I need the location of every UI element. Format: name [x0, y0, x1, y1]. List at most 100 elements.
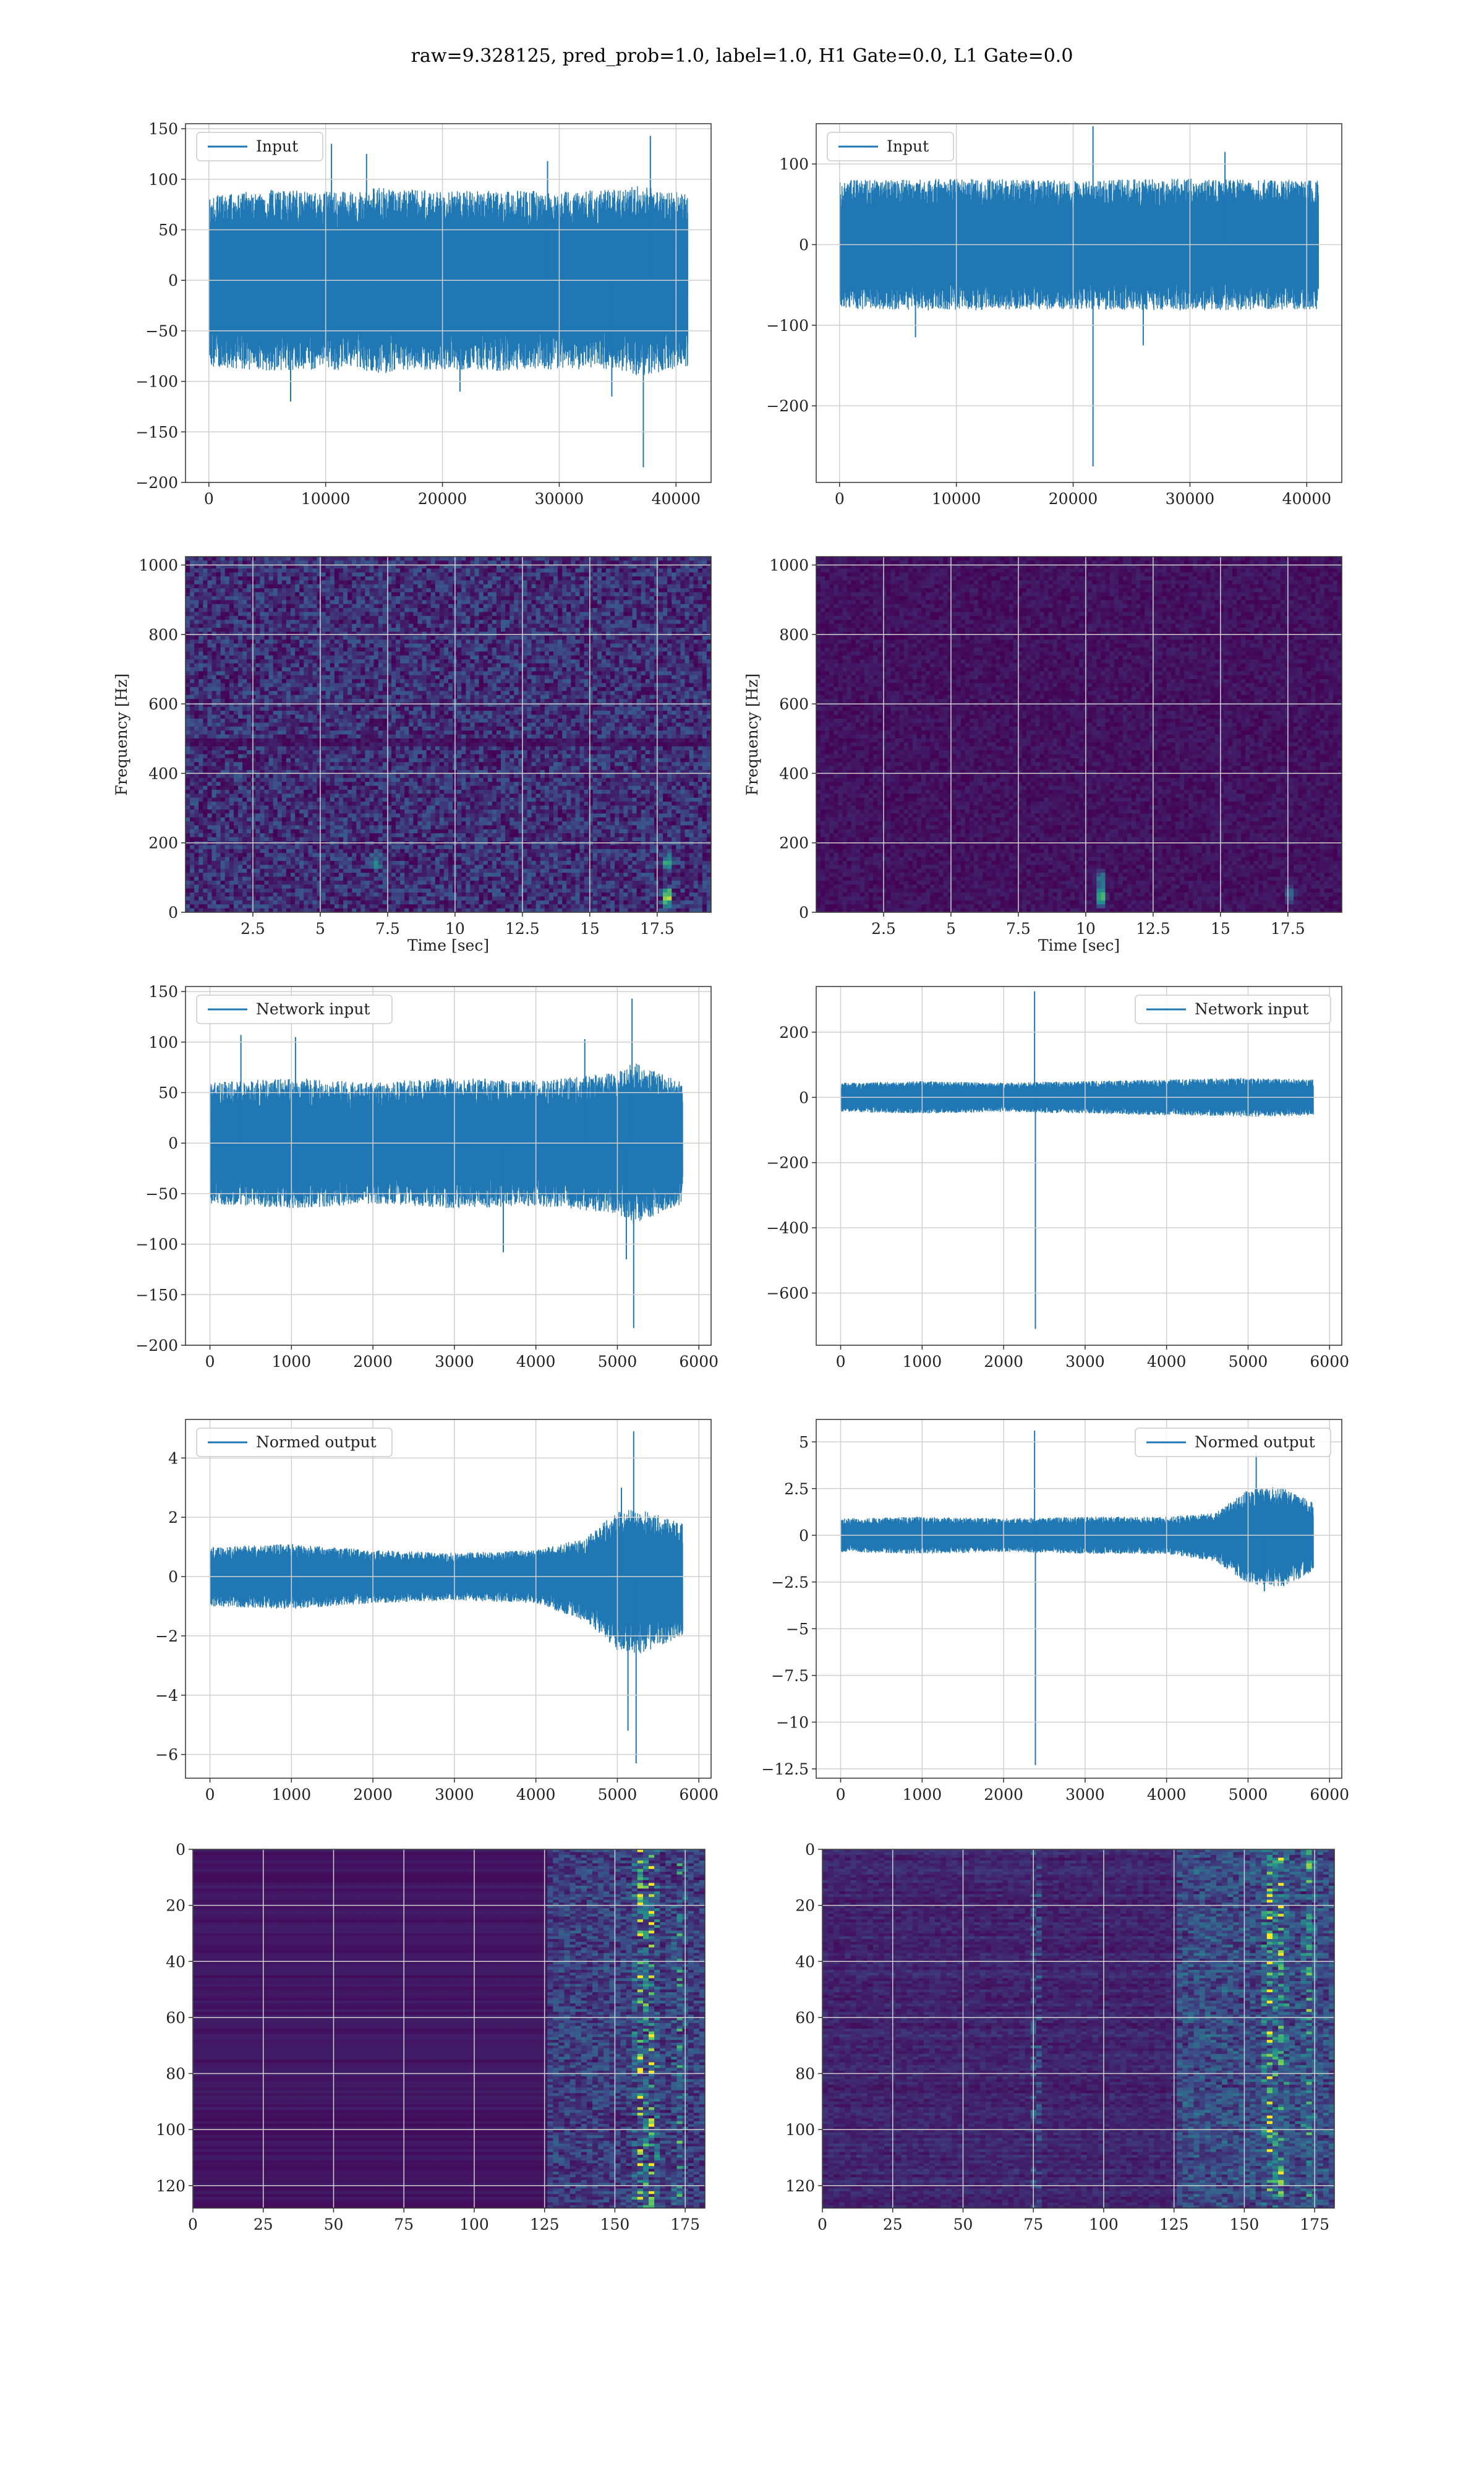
chart-panel-left-row5: 0 25 50 75 100 125 150 175 0 20 40 60 80 100 120 — [156, 1841, 706, 2233]
axes-frame — [816, 1419, 1342, 1779]
x-tick-label: 0 — [817, 2215, 827, 2233]
x-tick-label: 6000 — [679, 1353, 719, 1371]
y-tick-label: 4 — [168, 1449, 178, 1467]
tick-labels: 0 25 50 75 100 125 150 175 0 20 40 60 80 100 120 — [785, 1841, 1329, 2233]
x-tick-label: 40000 — [652, 490, 701, 508]
legend: Input — [827, 132, 954, 161]
legend-box — [196, 995, 393, 1024]
tick-labels: 2.5 5 7.5 10 12.5 15 17.5 0 200 400 600 800 1000 — [139, 556, 674, 938]
x-tick-label: 150 — [600, 2215, 630, 2233]
x-tick-label: 5000 — [598, 1786, 638, 1804]
x-tick-label: 3000 — [1065, 1786, 1105, 1804]
y-tick-label: 0 — [176, 1841, 186, 1859]
x-tick-label: 75 — [394, 2215, 414, 2233]
legend-label: Input — [256, 137, 298, 155]
y-tick-label: −600 — [766, 1285, 809, 1303]
y-tick-label: 0 — [799, 904, 809, 922]
legend-label: Network input — [1195, 1000, 1308, 1018]
y-tick-label: 100 — [148, 171, 178, 189]
y-tick-label: 50 — [158, 1084, 178, 1102]
plot-area — [840, 1431, 1314, 1765]
legend: Input — [196, 132, 323, 161]
heatmap-cells — [816, 557, 1342, 912]
y-tick-label: −5 — [786, 1620, 809, 1638]
plot-area — [193, 1849, 705, 2208]
axes-frame — [816, 123, 1342, 483]
x-tick-label: 4000 — [1147, 1786, 1187, 1804]
x-tick-label: 25 — [254, 2215, 273, 2233]
gridlines — [816, 1419, 1342, 1778]
y-tick-label: 0 — [168, 1134, 178, 1152]
plot-area — [822, 1849, 1334, 2208]
legend: Normed output — [196, 1427, 393, 1457]
legend-label: Normed output — [256, 1433, 377, 1451]
legend-label: Normed output — [1195, 1433, 1315, 1451]
chart-panel-right-row2: 2.5 5 7.5 10 12.5 15 17.5 0 200 400 600 800 1000 Time… — [743, 556, 1342, 954]
x-tick-label: 10000 — [932, 490, 981, 508]
axes-frame — [185, 123, 712, 483]
x-axis-label: Time [sec] — [407, 936, 489, 954]
y-tick-label: −10 — [776, 1713, 809, 1731]
x-tick-label: 2.5 — [241, 920, 265, 938]
chart-panel-left-row3: 0 1000 2000 3000 4000 5000 6000−200−150−100−50… — [135, 983, 719, 1371]
x-tick-label: 125 — [1159, 2215, 1189, 2233]
x-tick-label: 75 — [1023, 2215, 1043, 2233]
y-tick-label: 200 — [779, 1024, 809, 1042]
chart-panel-right-row5: 0 25 50 75 100 125 150 175 0 20 40 60 80 100 120 — [785, 1841, 1335, 2233]
y-tick-label: 0 — [168, 1568, 178, 1586]
y-tick-label: −4 — [155, 1687, 178, 1705]
tick-labels: 0 1000 2000 3000 4000 5000 6000 −12.5 −10 −7.5 −5 −… — [761, 1433, 1349, 1804]
x-tick-label: 15 — [1211, 920, 1230, 938]
plot-area — [816, 557, 1342, 912]
x-tick-label: 10 — [445, 920, 465, 938]
x-tick-label: 175 — [670, 2215, 700, 2233]
y-tick-label: 120 — [156, 2177, 186, 2195]
y-tick-label: 20 — [795, 1897, 815, 1915]
figure-suptitle: raw=9.328125, pred_prob=1.0, label=1.0, … — [411, 45, 1073, 67]
x-tick-label: 4000 — [516, 1353, 556, 1371]
y-tick-label: 100 — [779, 155, 809, 173]
series-line — [209, 1510, 683, 1654]
x-tick-label: 17.5 — [640, 920, 675, 938]
y-tick-label: 600 — [779, 695, 809, 713]
x-tick-label: 3000 — [435, 1786, 474, 1804]
y-tick-label: 400 — [779, 764, 809, 782]
legend-box — [1135, 995, 1331, 1024]
x-tick-label: 40000 — [1282, 490, 1332, 508]
x-tick-label: 5 — [946, 920, 956, 938]
y-tick-label: 0 — [168, 272, 178, 289]
x-tick-label: 0 — [188, 2215, 198, 2233]
plot-area — [839, 126, 1320, 466]
plot-area — [209, 1431, 683, 1764]
y-tick-label: −200 — [135, 474, 178, 492]
axes-frame — [185, 986, 712, 1346]
x-tick-label: 5 — [315, 920, 325, 938]
y-tick-label: 80 — [795, 2065, 815, 2083]
x-tick-label: 1000 — [272, 1786, 312, 1804]
y-tick-label: 60 — [166, 2009, 186, 2027]
y-tick-label: 100 — [156, 2121, 186, 2139]
y-tick-label: 100 — [148, 1034, 178, 1051]
x-tick-label: 12.5 — [505, 920, 540, 938]
x-tick-label: 7.5 — [375, 920, 400, 938]
y-tick-label: −100 — [135, 373, 178, 391]
series-line — [208, 186, 689, 375]
tick-labels: 0 25 50 75 100 125 150 175 0 20 40 60 80 100 120 — [156, 1841, 700, 2233]
y-tick-label: 40 — [166, 1953, 186, 1971]
legend-label: Input — [887, 137, 929, 155]
x-tick-label: 100 — [1089, 2215, 1119, 2233]
tick-labels: 2.5 5 7.5 10 12.5 15 17.5 0 200 400 600 800 1000 — [769, 556, 1305, 938]
x-tick-label: 4000 — [1147, 1353, 1187, 1371]
y-tick-label: −200 — [135, 1337, 178, 1355]
y-tick-label: 80 — [166, 2065, 186, 2083]
legend-box — [196, 1427, 393, 1457]
x-tick-label: 0 — [204, 490, 214, 508]
y-tick-label: 1000 — [139, 556, 178, 574]
y-tick-label: 800 — [148, 626, 178, 644]
x-tick-label: 6000 — [679, 1786, 719, 1804]
chart-panel-right-row1: 0 10000 20000 30000 40000 −200 −100 0 100 Input — [766, 123, 1342, 508]
x-tick-label: 125 — [530, 2215, 560, 2233]
y-tick-label: 400 — [148, 764, 178, 782]
y-axis-label: Frequency [Hz] — [743, 674, 761, 796]
